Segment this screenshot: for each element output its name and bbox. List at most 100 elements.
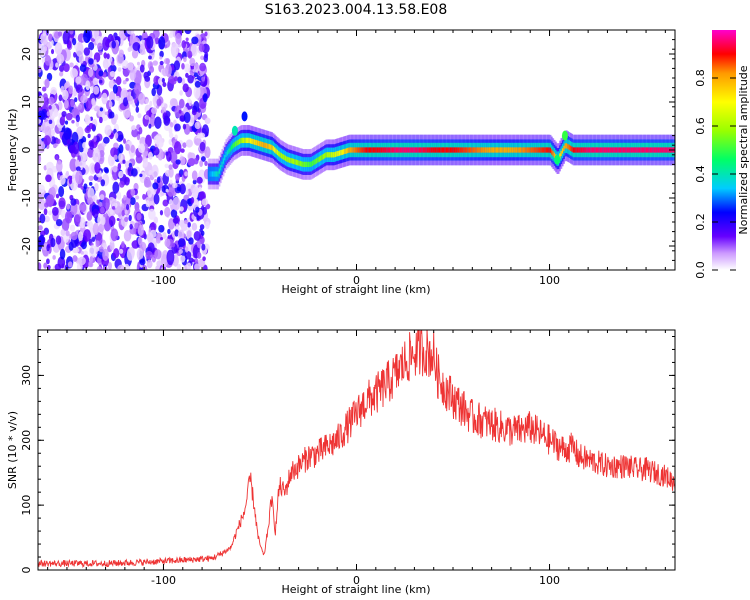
noise-speckle (179, 206, 184, 212)
noise-speckle (155, 238, 161, 244)
noise-speckle (193, 230, 201, 241)
ridge-core (580, 147, 583, 153)
noise-speckle (156, 176, 161, 184)
noise-speckle (92, 147, 101, 164)
ridge-core (288, 157, 291, 163)
noise-speckle (184, 30, 192, 35)
ridge-core (299, 160, 302, 167)
noise-speckle (132, 42, 141, 51)
ridge-core (345, 148, 348, 154)
ridge-core (565, 143, 568, 149)
noise-speckle (98, 246, 104, 253)
noise-speckle (194, 263, 201, 270)
noise-speckle (44, 78, 50, 89)
noise-speckle (48, 119, 53, 125)
noise-speckle (104, 124, 112, 137)
noise-speckle (149, 100, 153, 107)
ridge-core (433, 147, 436, 153)
noise-speckle (145, 98, 149, 105)
ridge-core (603, 147, 606, 153)
ridge-core (640, 147, 642, 153)
noise-speckle (63, 99, 69, 109)
ridge-core (221, 161, 224, 168)
noise-speckle (38, 234, 45, 247)
ridge-core (648, 147, 651, 153)
snr-panel: -100 0 100 0 100 200 300 Height of straight li… (6, 329, 676, 596)
snr-xtick-label: 100 (539, 574, 560, 587)
ridge-core (305, 161, 307, 168)
noise-speckle (187, 98, 192, 104)
ridge-core (568, 144, 571, 151)
noise-speckle (119, 248, 124, 254)
ridge-core (552, 150, 555, 157)
ridge-core (459, 147, 461, 153)
noise-speckle (182, 142, 187, 148)
ridge-core (390, 147, 392, 153)
ridge-core (479, 147, 482, 153)
noise-speckle (165, 58, 171, 65)
noise-speckle (135, 154, 143, 164)
ridge-core (633, 147, 636, 153)
noise-speckle (130, 144, 135, 154)
noise-speckle (175, 32, 182, 45)
ridge-core (405, 147, 407, 153)
colorbar-tick-label: 0.8 (694, 69, 707, 87)
ridge-core (632, 147, 634, 153)
ridge-core (352, 147, 355, 153)
ridge-core (320, 155, 322, 161)
ridge-core (372, 147, 375, 153)
ridge-core (515, 147, 518, 153)
noise-speckle (139, 258, 146, 266)
noise-speckle (70, 231, 78, 241)
noise-speckle (134, 97, 138, 104)
ridge-core (274, 147, 276, 153)
ridge-core (438, 147, 441, 153)
ridge-core (494, 147, 497, 153)
noise-speckle (172, 196, 181, 211)
ridge-core (597, 147, 599, 153)
ridge-core (414, 147, 417, 153)
ridge-core (624, 147, 626, 153)
noise-speckle (177, 238, 186, 247)
noise-speckle (133, 83, 142, 95)
ridge-core (472, 147, 475, 153)
noise-speckle (187, 221, 191, 228)
noise-speckle (79, 64, 87, 73)
figure-title: S163.2023.004.13.58.E08 (265, 2, 448, 18)
spectrogram-ytick-label: 10 (20, 95, 33, 109)
ridge-core (592, 147, 595, 153)
noise-speckle (162, 199, 169, 207)
noise-speckle (179, 90, 183, 96)
ridge-core (468, 147, 471, 153)
noise-speckle (164, 163, 169, 169)
ridge-core (548, 147, 551, 153)
ridge-core (374, 147, 376, 153)
ridge-core (215, 171, 218, 177)
ridge-core (641, 147, 644, 153)
noise-speckle (58, 185, 65, 198)
noise-speckle (163, 115, 171, 126)
noise-speckle (43, 262, 48, 269)
noise-speckle (83, 47, 91, 56)
noise-speckle (58, 94, 63, 102)
noise-speckle (60, 85, 65, 93)
noise-speckle (143, 179, 152, 188)
ridge-core (429, 147, 432, 153)
ridge-core (292, 158, 295, 165)
noise-speckle (202, 256, 206, 262)
noise-speckle (200, 55, 205, 61)
ridge-core (449, 147, 452, 153)
ridge-core (261, 141, 264, 148)
ridge-core (307, 161, 310, 168)
noise-speckle (55, 62, 59, 68)
noise-speckle (177, 229, 185, 240)
noise-speckle (137, 113, 142, 119)
ridge-core (525, 147, 528, 153)
ridge-core (588, 147, 591, 153)
ridge-core (325, 152, 328, 158)
noise-speckle (151, 107, 158, 115)
noise-speckle (199, 224, 205, 230)
noise-speckle (148, 169, 153, 176)
ridge-core (609, 147, 611, 153)
